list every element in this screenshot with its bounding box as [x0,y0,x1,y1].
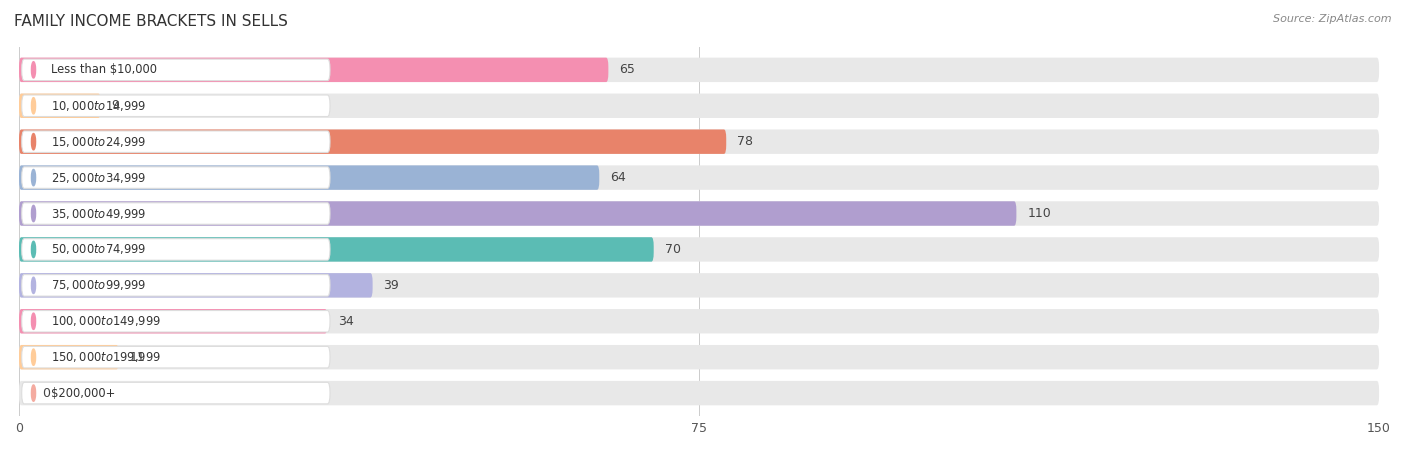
FancyBboxPatch shape [20,345,1379,369]
Text: 78: 78 [737,135,754,148]
Circle shape [31,313,35,329]
FancyBboxPatch shape [20,273,373,297]
Text: $75,000 to $99,999: $75,000 to $99,999 [51,279,146,292]
Circle shape [31,170,35,186]
FancyBboxPatch shape [20,309,328,333]
FancyBboxPatch shape [20,201,1017,226]
FancyBboxPatch shape [21,346,330,368]
FancyBboxPatch shape [21,131,330,153]
FancyBboxPatch shape [20,237,654,261]
Circle shape [31,98,35,114]
FancyBboxPatch shape [20,237,1379,261]
Text: Source: ZipAtlas.com: Source: ZipAtlas.com [1274,14,1392,23]
Text: $15,000 to $24,999: $15,000 to $24,999 [51,135,146,148]
Text: 9: 9 [111,99,120,112]
Text: FAMILY INCOME BRACKETS IN SELLS: FAMILY INCOME BRACKETS IN SELLS [14,14,288,28]
Circle shape [31,349,35,365]
FancyBboxPatch shape [20,130,727,154]
Text: 34: 34 [339,315,354,328]
FancyBboxPatch shape [20,166,1379,190]
Circle shape [31,385,35,401]
FancyBboxPatch shape [20,94,101,118]
Text: 70: 70 [665,243,681,256]
Text: 65: 65 [619,63,636,76]
FancyBboxPatch shape [21,274,330,296]
FancyBboxPatch shape [20,273,1379,297]
Text: 0: 0 [42,387,49,400]
Text: $50,000 to $74,999: $50,000 to $74,999 [51,243,146,256]
Text: 110: 110 [1028,207,1052,220]
Text: 11: 11 [129,351,145,364]
FancyBboxPatch shape [21,59,330,81]
FancyBboxPatch shape [21,310,330,332]
FancyBboxPatch shape [20,381,1379,405]
Circle shape [31,277,35,293]
FancyBboxPatch shape [21,238,330,260]
FancyBboxPatch shape [20,309,1379,333]
FancyBboxPatch shape [20,58,1379,82]
Text: 64: 64 [610,171,626,184]
FancyBboxPatch shape [20,166,599,190]
FancyBboxPatch shape [20,94,1379,118]
FancyBboxPatch shape [20,201,1379,226]
Text: $25,000 to $34,999: $25,000 to $34,999 [51,171,146,184]
FancyBboxPatch shape [20,130,1379,154]
FancyBboxPatch shape [21,167,330,189]
Text: $10,000 to $14,999: $10,000 to $14,999 [51,99,146,113]
Text: 39: 39 [384,279,399,292]
FancyBboxPatch shape [21,95,330,117]
FancyBboxPatch shape [20,58,609,82]
Circle shape [31,134,35,150]
Circle shape [31,205,35,222]
FancyBboxPatch shape [21,203,330,224]
Text: $35,000 to $49,999: $35,000 to $49,999 [51,207,146,220]
FancyBboxPatch shape [20,345,118,369]
Text: $150,000 to $199,999: $150,000 to $199,999 [51,350,160,364]
Text: Less than $10,000: Less than $10,000 [51,63,156,76]
Circle shape [31,62,35,78]
FancyBboxPatch shape [21,382,330,404]
Text: $100,000 to $149,999: $100,000 to $149,999 [51,314,160,328]
Text: $200,000+: $200,000+ [51,387,115,400]
Circle shape [31,241,35,257]
